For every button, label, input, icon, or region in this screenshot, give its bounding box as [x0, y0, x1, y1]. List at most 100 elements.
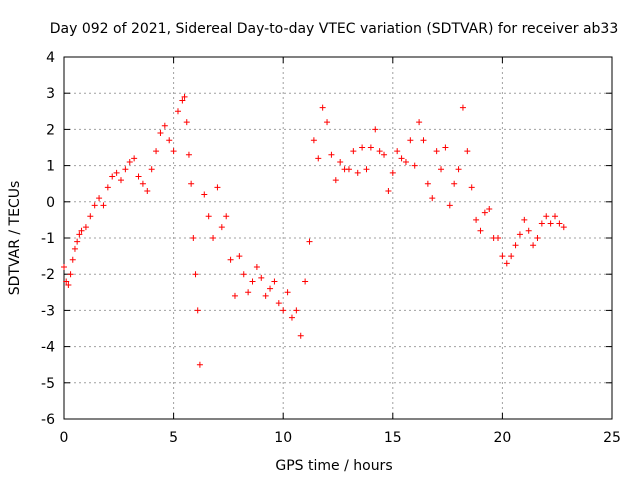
data-point: [477, 227, 484, 234]
data-point: [359, 144, 366, 151]
data-point: [76, 231, 83, 238]
data-point: [293, 307, 300, 314]
data-point: [196, 361, 203, 368]
data-point: [87, 213, 94, 220]
data-point: [407, 137, 414, 144]
data-point: [337, 158, 344, 165]
data-point: [179, 97, 186, 104]
data-point: [416, 119, 423, 126]
x-tick-label: 25: [603, 430, 621, 446]
data-point: [372, 126, 379, 133]
data-point: [499, 253, 506, 260]
data-point: [420, 137, 427, 144]
data-point: [109, 173, 116, 180]
y-tick-label: -4: [41, 340, 55, 356]
data-point: [249, 278, 256, 285]
data-point: [214, 184, 221, 191]
data-point: [91, 202, 98, 209]
data-point: [459, 104, 466, 111]
data-point: [201, 191, 208, 198]
data-point: [516, 231, 523, 238]
y-tick-label: 0: [46, 195, 55, 211]
x-tick-label: 10: [274, 430, 292, 446]
data-point: [63, 278, 70, 285]
data-point: [521, 216, 528, 223]
x-tick-label: 5: [169, 430, 178, 446]
y-tick-label: -5: [41, 376, 55, 392]
data-point: [402, 158, 409, 165]
data-point: [78, 227, 85, 234]
x-tick-label: 0: [60, 430, 69, 446]
data-point: [503, 260, 510, 267]
y-tick-label: -3: [41, 303, 55, 319]
data-point: [354, 169, 361, 176]
data-point: [166, 137, 173, 144]
data-point: [185, 151, 192, 158]
data-point: [271, 278, 278, 285]
data-point: [319, 104, 326, 111]
data-point: [131, 155, 138, 162]
data-point: [157, 130, 164, 137]
data-point: [429, 195, 436, 202]
data-point: [67, 271, 74, 278]
data-point: [297, 332, 304, 339]
data-point: [345, 166, 352, 173]
data-point: [332, 177, 339, 184]
data-point: [96, 195, 103, 202]
data-point: [394, 148, 401, 155]
data-point: [328, 151, 335, 158]
data-point: [486, 206, 493, 213]
data-point: [148, 166, 155, 173]
data-point: [385, 187, 392, 194]
y-tick-label: 4: [46, 50, 55, 66]
data-point: [267, 285, 274, 292]
data-point: [144, 187, 151, 194]
data-point: [161, 122, 168, 129]
data-point: [367, 144, 374, 151]
data-point: [74, 238, 81, 245]
data-point: [363, 166, 370, 173]
data-point: [139, 180, 146, 187]
data-point: [398, 155, 405, 162]
data-point: [205, 213, 212, 220]
data-point: [534, 235, 541, 241]
data-point: [495, 235, 502, 241]
y-tick-label: 1: [46, 159, 55, 175]
data-point: [190, 235, 197, 241]
data-point: [71, 245, 78, 252]
data-point: [411, 162, 418, 169]
data-point: [306, 238, 313, 245]
y-tick-label: -1: [41, 231, 55, 247]
data-point: [194, 307, 201, 314]
data-point: [310, 137, 317, 144]
data-point: [288, 314, 295, 321]
data-point: [525, 227, 532, 234]
y-tick-label: -2: [41, 267, 55, 283]
data-point: [473, 216, 480, 223]
data-point: [284, 289, 291, 296]
data-point: [69, 256, 76, 263]
data-point: [481, 209, 488, 216]
data-point: [438, 166, 445, 173]
data-point: [170, 148, 177, 155]
data-point: [240, 271, 247, 278]
data-point: [530, 242, 537, 249]
y-axis-label: SDTVAR / TECUs: [7, 181, 23, 296]
data-point: [104, 184, 111, 191]
data-point: [424, 180, 431, 187]
data-point: [280, 307, 287, 314]
data-point: [512, 242, 519, 249]
data-point: [153, 148, 160, 155]
series-sdtvar: [61, 93, 567, 368]
data-point: [218, 224, 225, 231]
data-point: [122, 166, 129, 173]
data-point: [236, 253, 243, 260]
data-point: [560, 224, 567, 231]
data-point: [100, 202, 107, 209]
data-point: [508, 253, 515, 260]
data-point: [253, 263, 260, 270]
data-point: [113, 169, 120, 176]
data-point: [552, 213, 559, 220]
data-point: [192, 271, 199, 278]
data-point: [223, 213, 230, 220]
